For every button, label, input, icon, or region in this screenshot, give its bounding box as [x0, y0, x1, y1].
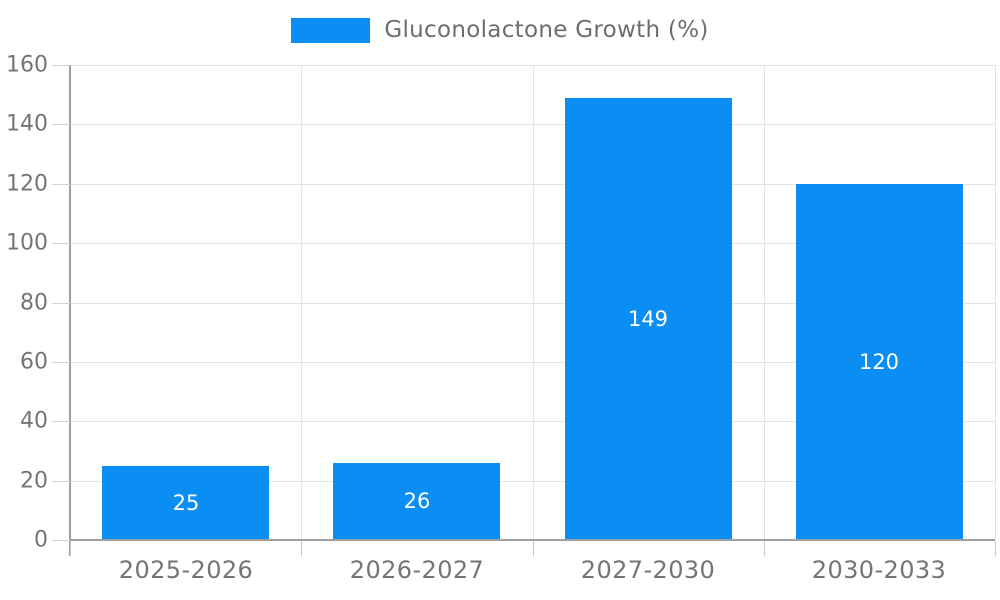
bar-2025-2026[interactable]	[102, 466, 269, 540]
x-axis-tick	[995, 541, 996, 556]
y-axis-tick	[52, 362, 70, 363]
legend-label[interactable]: Gluconolactone Growth (%)	[384, 17, 709, 43]
y-axis-tick	[52, 65, 70, 66]
gridline-horizontal	[70, 481, 995, 482]
x-axis-tick	[533, 541, 534, 556]
gridline-horizontal	[70, 421, 995, 422]
gridline-vertical	[764, 65, 765, 540]
gridline-horizontal	[70, 362, 995, 363]
legend-swatch[interactable]	[291, 17, 371, 43]
y-axis-line	[69, 65, 71, 556]
y-axis-tick	[52, 243, 70, 244]
x-axis-category-label: 2027-2030	[580, 556, 716, 584]
bar-2027-2030[interactable]	[565, 98, 732, 540]
y-axis-tick	[52, 303, 70, 304]
gridline-horizontal	[70, 124, 995, 125]
gridline-horizontal	[70, 243, 995, 244]
y-axis-tick-label: 60	[20, 349, 48, 375]
bar-value-label: 149	[627, 307, 669, 331]
y-axis-tick	[52, 540, 70, 541]
y-axis-tick-label: 120	[6, 171, 48, 197]
gridline-horizontal	[70, 65, 995, 66]
plot-area: 25 26 149 120	[70, 65, 996, 540]
gridline-horizontal	[70, 303, 995, 304]
x-axis-category-label: 2026-2027	[349, 556, 485, 584]
gridline-vertical	[995, 65, 996, 540]
gridline-vertical	[533, 65, 534, 540]
y-axis-tick-label: 140	[6, 111, 48, 137]
x-axis-tick	[764, 541, 765, 556]
bar-value-label: 26	[403, 489, 431, 513]
y-axis-tick-label: 20	[20, 468, 48, 494]
x-axis-category-label: 2030-2033	[811, 556, 947, 584]
gridline-vertical	[301, 65, 302, 540]
gridline-horizontal	[70, 184, 995, 185]
bar-value-label: 120	[858, 350, 900, 374]
chart-legend: Gluconolactone Growth (%)	[0, 17, 1000, 43]
y-axis-tick	[52, 124, 70, 125]
y-axis-tick	[52, 421, 70, 422]
y-axis-tick-label: 100	[6, 230, 48, 256]
bar-2030-2033[interactable]	[796, 184, 963, 540]
y-axis-tick	[52, 481, 70, 482]
bar-value-label: 25	[172, 491, 200, 515]
y-axis-tick	[52, 184, 70, 185]
x-axis-line	[70, 539, 995, 541]
y-axis-tick-label: 80	[20, 290, 48, 316]
x-axis-tick	[301, 541, 302, 556]
y-axis-tick-label: 40	[20, 408, 48, 434]
y-axis-tick-label: 160	[6, 52, 48, 78]
x-axis-tick	[70, 541, 71, 556]
y-axis-tick-label: 0	[34, 527, 48, 553]
x-axis-category-label: 2025-2026	[118, 556, 254, 584]
bar-2026-2027[interactable]	[333, 463, 500, 540]
